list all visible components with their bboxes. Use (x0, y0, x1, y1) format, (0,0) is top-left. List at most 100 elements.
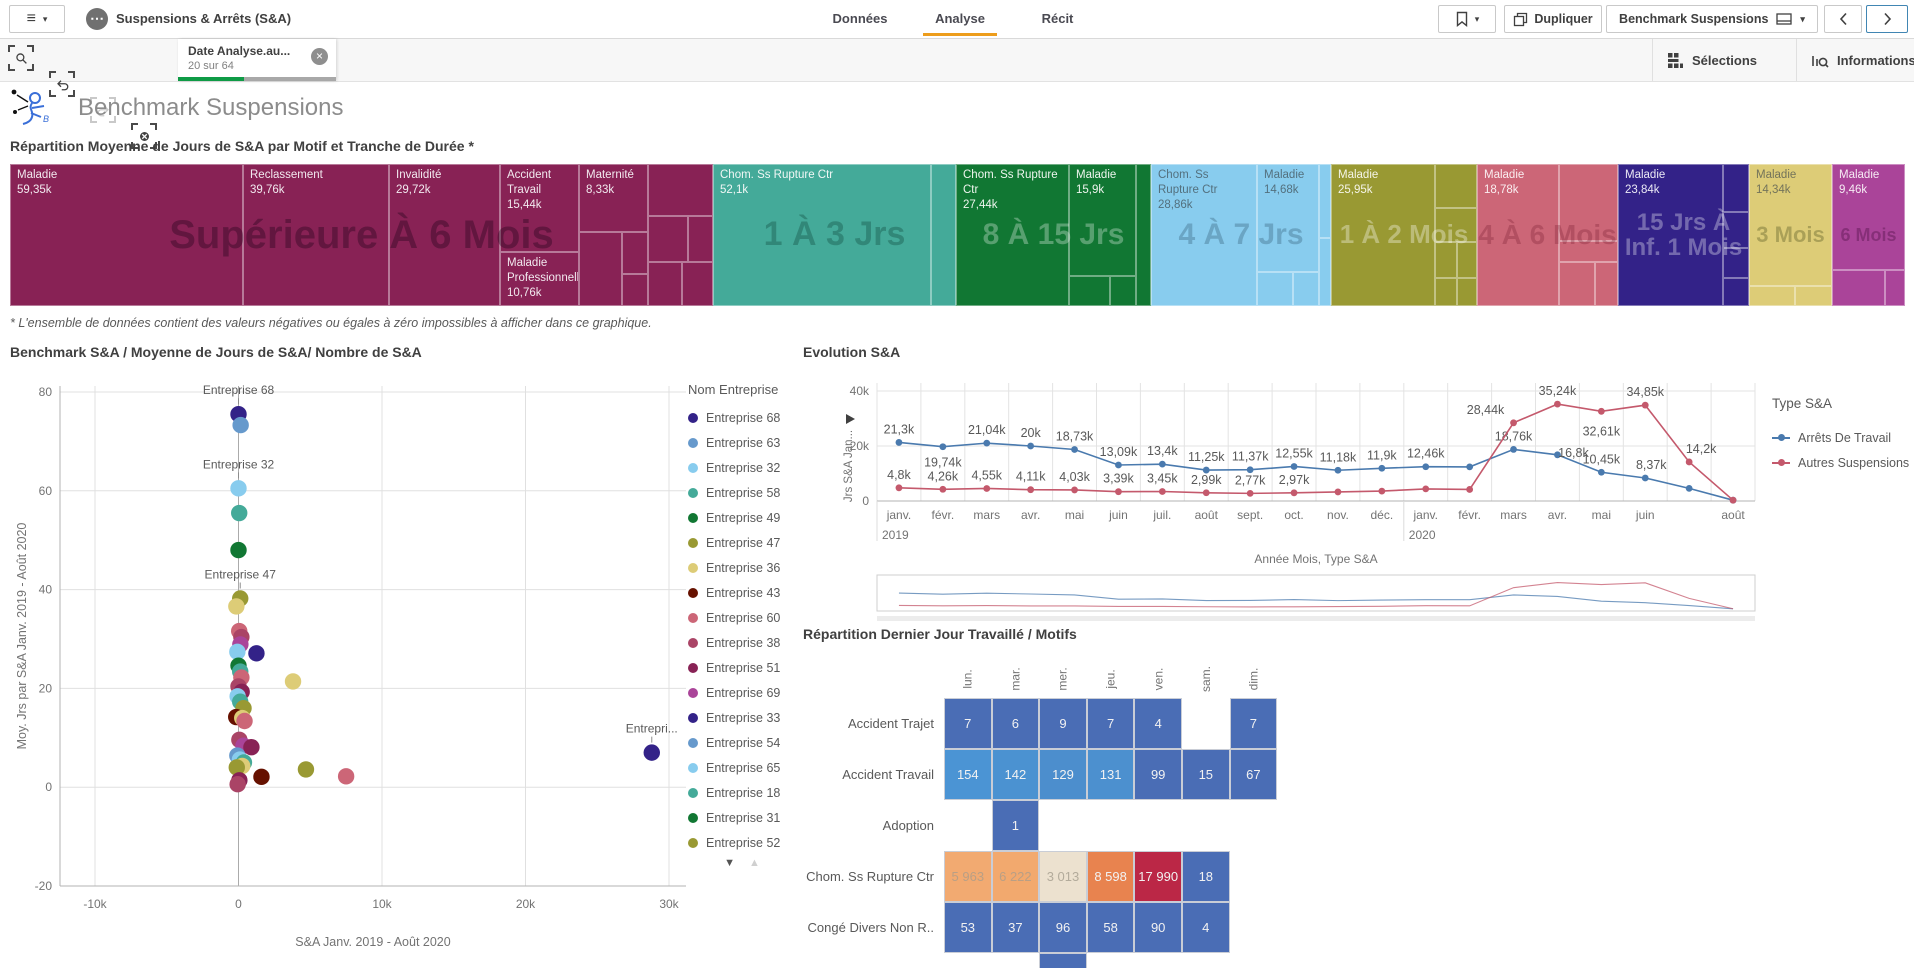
line-data-point[interactable] (1027, 442, 1035, 450)
treemap-tile[interactable] (1319, 238, 1331, 306)
heatmap-cell[interactable]: 7 (1229, 698, 1278, 749)
heatmap-cell[interactable]: 6 222 (991, 851, 1040, 902)
line-data-point[interactable] (1466, 486, 1474, 493)
remove-selection-icon[interactable]: × (311, 48, 328, 65)
scatter-point[interactable] (248, 645, 265, 662)
line-data-point[interactable] (1334, 466, 1342, 474)
treemap-section[interactable]: Chom. Ss Rupture Ctr 27,44k Maladie 15,9k 8 … (956, 164, 1151, 306)
tab-analyse[interactable]: Analyse (915, 0, 1005, 37)
legend-item[interactable]: Entreprise 32 (688, 455, 810, 480)
line-data-point[interactable] (983, 439, 991, 447)
treemap-tile[interactable] (1257, 272, 1293, 306)
next-sheet-button[interactable] (1866, 5, 1908, 33)
legend-item[interactable]: Entreprise 47 (688, 530, 810, 555)
scroll-down-icon[interactable]: ▼ (724, 857, 749, 869)
treemap-tile[interactable]: Maternité 8,33k (579, 164, 648, 232)
scatter-point[interactable] (229, 643, 246, 661)
legend-item[interactable]: Entreprise 52 (688, 830, 810, 855)
treemap-tile[interactable]: Chom. Ss Rupture Ctr 27,44k (956, 164, 1069, 306)
treemap-tile[interactable] (1293, 272, 1319, 306)
previous-sheet-button[interactable] (1824, 5, 1862, 33)
line-data-point[interactable] (1290, 463, 1298, 470)
tab-donnees[interactable]: Données (820, 0, 900, 37)
heatmap-cell[interactable]: 7 (1086, 698, 1135, 749)
heatmap-column-header[interactable]: sam. (1198, 665, 1213, 693)
treemap-tile[interactable] (1435, 208, 1477, 242)
heatmap-cell[interactable]: 37 (991, 902, 1040, 953)
treemap-tile[interactable]: Reclassement 39,76k (243, 164, 389, 306)
scatter-point[interactable] (232, 416, 249, 434)
treemap-tile[interactable] (648, 164, 713, 216)
line-data-point[interactable] (1685, 458, 1693, 466)
heatmap-cell[interactable]: 90 (1134, 902, 1182, 953)
heatmap-cell[interactable]: 4 (1182, 902, 1230, 953)
scroll-up-icon[interactable]: ▲ (749, 857, 774, 869)
line-data-point[interactable] (1115, 461, 1122, 469)
heatmap-column-header[interactable]: ven. (1151, 667, 1166, 691)
heatmap-column-header[interactable]: lun. (960, 669, 975, 689)
legend-item[interactable]: Autres Suspensions (1772, 450, 1914, 475)
treemap-tile[interactable] (1723, 212, 1749, 248)
heatmap-chart[interactable]: Répartition Dernier Jour Travaillé / Mot… (803, 624, 1483, 968)
step-back-button[interactable] (49, 71, 75, 97)
treemap-tile[interactable] (1559, 241, 1618, 262)
line-data-point[interactable] (1158, 488, 1166, 495)
legend-item[interactable]: Entreprise 38 (688, 630, 810, 655)
treemap-tile[interactable] (1559, 164, 1618, 241)
treemap-tile[interactable]: Maladie Professionnelle 10,76k (500, 252, 579, 306)
legend-item[interactable]: Entreprise 54 (688, 730, 810, 755)
line-data-point[interactable] (1422, 485, 1430, 493)
treemap-tile[interactable] (1885, 270, 1905, 306)
treemap-tile[interactable] (1749, 286, 1795, 306)
heatmap-cell[interactable]: 6 (991, 698, 1040, 749)
legend-item[interactable]: Entreprise 60 (688, 605, 810, 630)
heatmap-cell[interactable]: 58 (1086, 902, 1135, 953)
line-data-point[interactable] (1202, 466, 1210, 474)
treemap-tile[interactable]: Maladie 14,68k (1257, 164, 1319, 272)
heatmap-cell[interactable]: 15 (1182, 749, 1230, 800)
scatter-point[interactable] (231, 504, 248, 522)
heatmap-cell[interactable]: 4 (1134, 698, 1182, 749)
line-data-point[interactable] (1378, 464, 1386, 472)
scatter-point[interactable] (337, 768, 355, 785)
treemap-tile[interactable] (688, 216, 713, 262)
treemap-section[interactable]: Chom. Ss Rupture Ctr 52,1k 1 À 3 Jrs (713, 164, 956, 306)
heatmap-cell[interactable]: 17 990 (1134, 851, 1182, 902)
heatmap-row-label[interactable]: Accident Trajet (848, 716, 934, 731)
treemap-tile[interactable] (579, 232, 622, 306)
treemap-tile[interactable]: Maladie 23,84k (1618, 164, 1723, 306)
legend-item[interactable]: Entreprise 65 (688, 755, 810, 780)
line-data-point[interactable] (1378, 487, 1386, 495)
line-data-point[interactable] (1510, 419, 1517, 427)
heatmap-cell[interactable]: 129 (1039, 749, 1087, 800)
heatmap-cell[interactable]: 142 (991, 749, 1040, 800)
line-data-point[interactable] (939, 443, 947, 451)
duplicate-sheet-button[interactable]: Dupliquer (1504, 5, 1602, 33)
line-data-point[interactable] (1071, 486, 1078, 494)
treemap-section[interactable]: Maladie 9,46k 6 Mois (1832, 164, 1905, 306)
heatmap-cell[interactable]: 1 (991, 800, 1040, 851)
selection-chip-date-analyse[interactable]: Date Analyse.au... 20 sur 64 × (178, 39, 336, 81)
treemap-tile[interactable] (648, 216, 688, 262)
treemap-tile[interactable] (1435, 242, 1457, 278)
scatter-point[interactable] (243, 738, 260, 756)
heatmap-cell[interactable]: 154 (944, 749, 992, 800)
line-data-point[interactable] (1246, 466, 1254, 474)
legend-item[interactable]: Entreprise 18 (688, 780, 810, 805)
line-data-point[interactable] (1597, 407, 1605, 415)
treemap-tile[interactable]: Accident Travail 15,44k (500, 164, 579, 252)
treemap-tile[interactable]: Chom. Ss Rupture Ctr 28,86k (1151, 164, 1257, 306)
evolution-line-chart[interactable]: 0 20k 40k janv. févr. mars avr. mai juin juil. aoû… (812, 366, 1914, 578)
smart-search-button[interactable] (8, 45, 34, 71)
treemap-tile[interactable]: Maladie 14,34k (1749, 164, 1832, 286)
treemap-tile[interactable] (1457, 278, 1477, 306)
legend-item[interactable]: Entreprise 49 (688, 505, 810, 530)
treemap-tile[interactable] (1457, 242, 1477, 278)
legend-item[interactable]: Entreprise 31 (688, 805, 810, 830)
scatter-point[interactable] (236, 712, 253, 730)
legend-item[interactable]: Entreprise 58 (688, 480, 810, 505)
treemap-tile[interactable] (1595, 262, 1618, 306)
treemap-tile[interactable] (622, 232, 648, 274)
treemap-tile[interactable] (682, 262, 713, 306)
line-data-point[interactable] (983, 485, 991, 492)
